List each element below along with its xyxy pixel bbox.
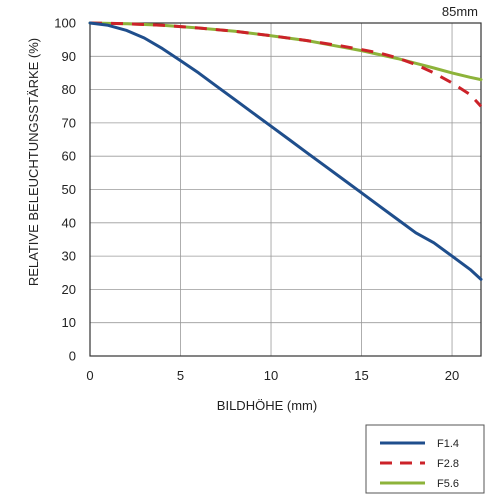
gridlines — [89, 22, 481, 357]
series-line-f56 — [88, 21, 483, 82]
plot-frame — [89, 22, 482, 357]
legend-label: F5.6 — [437, 478, 459, 490]
y-tick-label: 20 — [62, 282, 76, 297]
tick-labels: 0 10 20 30 40 50 60 70 80 90 100 0 5 10 15 20 — [54, 16, 459, 384]
y-tick-label: 30 — [62, 249, 76, 264]
series-line-f28 — [89, 21, 483, 108]
x-tick-label: 20 — [445, 368, 459, 383]
y-tick-label: 60 — [62, 149, 76, 164]
legend-items: F1.4 F2.8 F5.6 — [380, 438, 459, 490]
y-axis-label: RELATIVE BELEUCHTUNGSSTÄRKE (%) — [26, 38, 41, 286]
y-tick-label: 70 — [62, 115, 76, 130]
x-axis-label: BILDHÖHE (mm) — [217, 398, 317, 413]
y-tick-label: 100 — [54, 16, 76, 31]
chart-title: 85mm — [442, 4, 478, 19]
y-tick-label: 50 — [62, 182, 76, 197]
y-tick-label: 0 — [69, 349, 76, 364]
y-tick-label: 10 — [62, 315, 76, 330]
series-layer — [88, 21, 483, 281]
y-tick-label: 90 — [62, 49, 76, 64]
legend-label: F2.8 — [437, 458, 459, 470]
legend: F1.4 F2.8 F5.6 — [365, 424, 485, 494]
y-tick-label: 40 — [62, 215, 76, 230]
legend-label: F1.4 — [437, 438, 459, 450]
x-tick-label: 5 — [177, 368, 184, 383]
series-line-f14 — [88, 21, 483, 281]
y-tick-label: 80 — [62, 82, 76, 97]
x-tick-label: 0 — [86, 368, 93, 383]
x-tick-label: 10 — [264, 368, 278, 383]
x-tick-label: 15 — [354, 368, 368, 383]
